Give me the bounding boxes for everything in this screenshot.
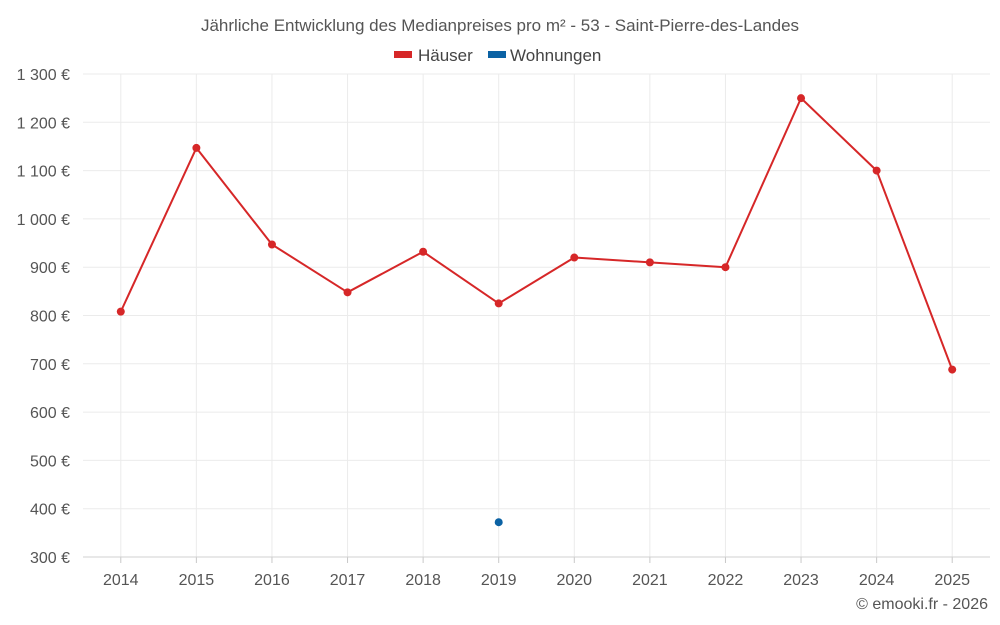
- y-tick-label: 1 200 €: [17, 115, 70, 132]
- haeuser-point-2022: [721, 263, 730, 272]
- credit-text: © emooki.fr - 2026: [856, 596, 988, 613]
- series-layer: [116, 94, 957, 527]
- y-tick-label: 600 €: [30, 405, 70, 422]
- x-tick-label: 2014: [103, 572, 139, 589]
- chart-title: Jährliche Entwicklung des Medianpreises …: [201, 16, 799, 35]
- x-tick-label: 2020: [556, 572, 592, 589]
- x-tick-label: 2017: [330, 572, 366, 589]
- series-line-haeuser: [119, 97, 954, 370]
- haeuser-point-2021: [645, 258, 654, 267]
- x-tick-label: 2016: [254, 572, 290, 589]
- y-tick-label: 900 €: [30, 260, 70, 277]
- y-tick-label: 700 €: [30, 357, 70, 374]
- legend-label: Wohnungen: [510, 46, 601, 65]
- x-tick-label: 2015: [179, 572, 215, 589]
- haeuser-point-2025: [948, 365, 957, 374]
- x-tick-label: 2018: [405, 572, 441, 589]
- legend[interactable]: Häuser Wohnungen: [394, 46, 601, 65]
- y-tick-label: 800 €: [30, 309, 70, 326]
- legend-item-wohnungen[interactable]: Wohnungen: [488, 46, 601, 65]
- haeuser-point-2018: [419, 247, 428, 256]
- y-tick-label: 300 €: [30, 550, 70, 567]
- y-tick-label: 1 300 €: [17, 67, 70, 84]
- wohnungen-point-2019: [494, 518, 503, 527]
- gridlines: [83, 73, 990, 558]
- legend-item-haeuser[interactable]: Häuser: [394, 46, 473, 65]
- y-axis: 300 € 400 € 500 € 600 € 700 € 800 € 900 € 1 000…: [17, 67, 70, 567]
- y-tick-label: 500 €: [30, 453, 70, 470]
- legend-label: Häuser: [418, 46, 473, 65]
- haeuser-point-2023: [797, 94, 806, 103]
- x-tick-label: 2019: [481, 572, 517, 589]
- haeuser-point-2019: [494, 299, 503, 308]
- haeuser-point-2024: [872, 166, 881, 175]
- haeuser-point-2016: [267, 240, 276, 249]
- haeuser-point-2015: [192, 143, 201, 152]
- legend-swatch: [394, 51, 412, 58]
- x-tick-label: 2021: [632, 572, 668, 589]
- x-tick-label: 2025: [934, 572, 970, 589]
- x-tick-label: 2024: [859, 572, 895, 589]
- y-tick-label: 1 000 €: [17, 212, 70, 229]
- haeuser-point-2020: [570, 253, 579, 262]
- y-tick-label: 400 €: [30, 502, 70, 519]
- haeuser-point-2014: [116, 307, 125, 316]
- legend-swatch: [488, 51, 506, 58]
- x-axis: 2014 2015 2016 2017 2018 2019 2020 2021 2022 2023…: [83, 556, 990, 589]
- x-tick-label: 2022: [708, 572, 744, 589]
- x-tick-label: 2023: [783, 572, 819, 589]
- haeuser-point-2017: [343, 288, 352, 297]
- y-tick-label: 1 100 €: [17, 164, 70, 181]
